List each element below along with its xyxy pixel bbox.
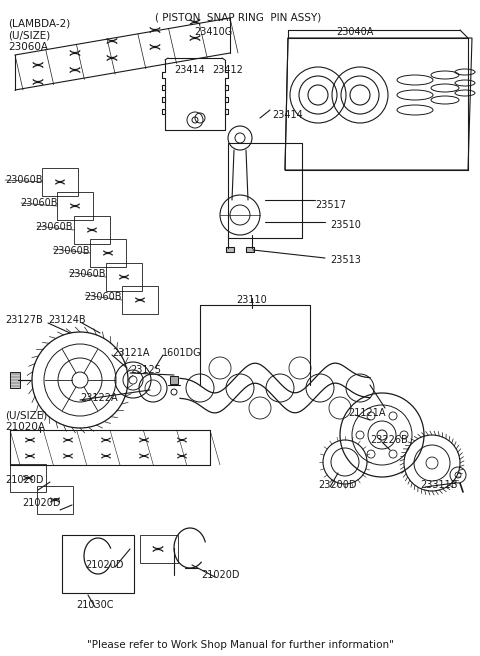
- Text: ( PISTON  SNAP RING  PIN ASSY): ( PISTON SNAP RING PIN ASSY): [155, 13, 321, 23]
- Bar: [170, 376, 178, 384]
- Bar: [246, 247, 254, 252]
- Bar: [42, 168, 78, 196]
- Text: (U/SIZE): (U/SIZE): [8, 30, 50, 40]
- Text: 23060A: 23060A: [8, 42, 48, 52]
- Bar: [90, 239, 126, 267]
- Bar: [62, 535, 134, 593]
- Text: 23060B: 23060B: [52, 246, 89, 256]
- Text: 23060B: 23060B: [5, 175, 43, 185]
- Text: 23121A: 23121A: [112, 348, 149, 358]
- Text: 23040A: 23040A: [336, 27, 374, 37]
- Bar: [74, 216, 110, 244]
- Text: 23127B: 23127B: [5, 315, 43, 325]
- Bar: [226, 247, 234, 252]
- Text: 23513: 23513: [330, 255, 361, 265]
- Text: 23060B: 23060B: [20, 198, 58, 208]
- Text: 21020D: 21020D: [5, 475, 44, 485]
- Bar: [10, 464, 46, 492]
- Text: 1601DG: 1601DG: [162, 348, 202, 358]
- Text: 23110: 23110: [237, 295, 267, 305]
- Text: 23125: 23125: [130, 365, 161, 375]
- Bar: [37, 486, 73, 514]
- Text: 23060B: 23060B: [84, 292, 121, 302]
- Bar: [57, 192, 93, 220]
- Text: 23200D: 23200D: [318, 480, 357, 490]
- Text: 21020A: 21020A: [5, 422, 45, 432]
- Bar: [122, 286, 158, 314]
- Text: 23060B: 23060B: [68, 269, 106, 279]
- Text: 23510: 23510: [330, 220, 361, 230]
- Text: 21121A: 21121A: [348, 408, 385, 418]
- Text: (U/SIZE): (U/SIZE): [5, 410, 47, 420]
- Text: 23311B: 23311B: [420, 480, 457, 490]
- Text: 23412: 23412: [213, 65, 243, 75]
- Bar: [10, 372, 20, 388]
- Text: 21020D: 21020D: [86, 560, 124, 570]
- Text: 23410G: 23410G: [194, 27, 232, 37]
- Text: 23414: 23414: [175, 65, 205, 75]
- Text: 23124B: 23124B: [48, 315, 85, 325]
- Bar: [140, 535, 178, 563]
- Text: 23122A: 23122A: [80, 393, 118, 403]
- Text: "Please refer to Work Shop Manual for further information": "Please refer to Work Shop Manual for fu…: [86, 640, 394, 650]
- Text: 21030C: 21030C: [76, 600, 114, 610]
- Text: (LAMBDA-2): (LAMBDA-2): [8, 18, 70, 28]
- Text: 23517: 23517: [315, 200, 346, 210]
- Text: 23060B: 23060B: [35, 222, 72, 232]
- Text: 23414: 23414: [272, 110, 303, 120]
- Text: 21020D: 21020D: [201, 570, 239, 580]
- Text: 23226B: 23226B: [370, 435, 408, 445]
- Text: 21020D: 21020D: [22, 498, 60, 508]
- Bar: [106, 263, 142, 291]
